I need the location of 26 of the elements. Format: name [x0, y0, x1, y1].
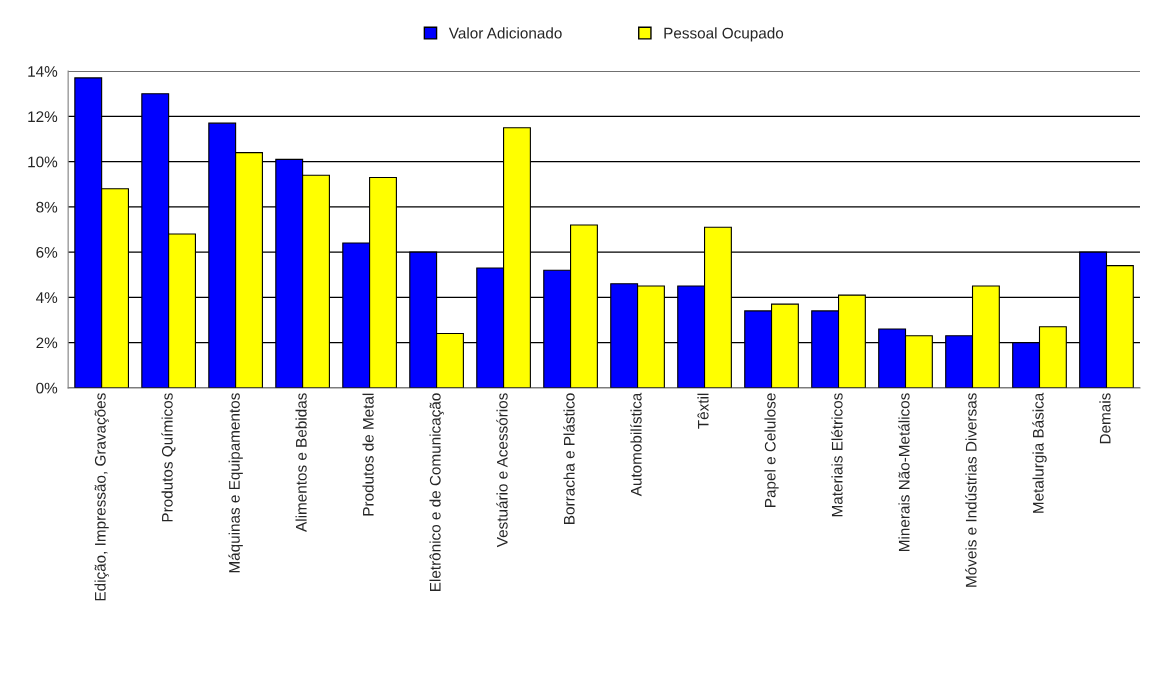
legend-label: Pessoal Ocupado — [664, 27, 784, 42]
x-tick-label: Alimentos e Bebidas — [295, 393, 307, 532]
y-tick-label: 6% — [36, 246, 58, 258]
y-tick-label: 0% — [36, 382, 58, 394]
y-tick-label: 2% — [36, 337, 58, 349]
y-tick-label: 12% — [28, 111, 58, 122]
x-tick-label: Têxtil — [697, 393, 709, 429]
x-tick-label: Borracha e Plástico — [563, 393, 575, 524]
legend-label: Valor Adicionado — [448, 27, 562, 39]
x-tick-label: Produtos de Metal — [362, 393, 374, 516]
y-tick-label: 8% — [36, 201, 58, 213]
x-tick-label: Automobilística — [630, 392, 642, 497]
x-tick-label: Edição, Impressão, Gravações — [94, 393, 109, 601]
x-tick-label: Minerais Não-Metálicos — [898, 393, 910, 552]
x-tick-label: Máquinas e Equipamentos — [228, 393, 243, 573]
y-tick-label: 14% — [28, 66, 58, 77]
x-tick-label: Móveis e Indústrias Diversas — [965, 393, 977, 587]
x-tick-label: Vestuário e Acessórios — [496, 393, 508, 548]
x-tick-label: Eletrônico e de Comunicação — [429, 393, 444, 591]
x-tick-label: Demais — [1099, 393, 1111, 444]
x-tick-label: Papel e Celulose — [764, 393, 779, 507]
y-tick-label: 4% — [36, 292, 58, 303]
x-tick-label: Produtos Químicos — [161, 393, 176, 522]
x-tick-label: Metalurgia Básica — [1032, 392, 1047, 513]
y-tick-label: 10% — [28, 156, 58, 168]
x-tick-label: Materiais Elétricos — [831, 393, 843, 517]
